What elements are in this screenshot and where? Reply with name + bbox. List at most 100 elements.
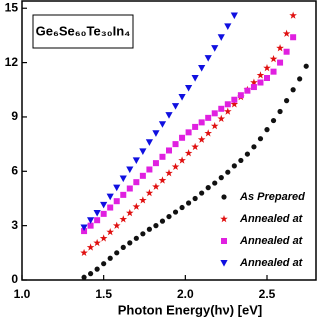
marker-point — [153, 223, 159, 229]
y-tick-label: 12 — [5, 55, 19, 69]
marker-point — [185, 129, 192, 136]
marker-point — [172, 141, 179, 148]
marker-point — [204, 55, 212, 62]
marker-point — [126, 208, 134, 217]
marker-point — [257, 79, 264, 86]
marker-point — [120, 191, 127, 198]
marker-point — [264, 127, 270, 133]
marker-point — [94, 266, 100, 272]
y-tick-label: 9 — [11, 109, 18, 123]
marker-point — [283, 48, 290, 55]
marker-point — [126, 166, 134, 174]
marker-point — [237, 92, 244, 99]
marker-point — [198, 65, 206, 72]
marker-point — [119, 175, 127, 183]
marker-point — [270, 68, 277, 75]
marker-point — [251, 144, 257, 150]
marker-point — [145, 139, 153, 146]
marker-point — [93, 238, 101, 247]
marker-point — [297, 76, 303, 82]
marker-point — [257, 136, 264, 142]
marker-point — [250, 78, 258, 86]
marker-point — [172, 209, 179, 215]
marker-point — [106, 193, 114, 201]
marker-point — [250, 84, 257, 91]
y-tick-label: 6 — [11, 163, 18, 177]
marker-point — [217, 34, 225, 41]
x-tick-label: 1.0 — [14, 287, 31, 301]
x-tick-label: 2.5 — [259, 287, 276, 301]
marker-point — [199, 190, 205, 196]
marker-point — [86, 243, 95, 251]
marker-point — [114, 250, 120, 256]
marker-point — [87, 222, 94, 229]
marker-point — [256, 71, 265, 79]
marker-point — [99, 234, 108, 242]
marker-point — [178, 94, 186, 101]
y-tick-label: 0 — [11, 272, 18, 286]
marker-point — [210, 122, 219, 130]
marker-point — [179, 134, 186, 141]
marker-point — [238, 157, 244, 164]
marker-point — [205, 185, 211, 191]
marker-point — [224, 107, 232, 115]
marker-point — [269, 54, 278, 63]
marker-point — [159, 153, 166, 160]
marker-point — [152, 182, 160, 190]
marker-point — [230, 12, 238, 20]
chart-title: Ge₆Se₆₀Te₃₀In₄ — [36, 23, 131, 38]
marker-point — [100, 201, 108, 209]
marker-point — [132, 157, 140, 165]
marker-point — [146, 166, 153, 173]
marker-point — [107, 255, 113, 261]
marker-point — [139, 172, 146, 179]
marker-point — [290, 34, 297, 41]
marker-point — [211, 45, 219, 52]
marker-point — [132, 202, 141, 210]
marker-point — [224, 101, 231, 108]
marker-point — [133, 179, 140, 186]
marker-point — [212, 180, 218, 186]
marker-point — [270, 117, 277, 124]
marker-point — [166, 213, 172, 220]
marker-point — [224, 23, 232, 30]
marker-point — [303, 63, 309, 69]
marker-point — [87, 217, 95, 224]
marker-point — [80, 248, 88, 257]
marker-point — [81, 274, 87, 280]
legend-marker — [221, 238, 227, 244]
marker-point — [80, 224, 88, 232]
marker-point — [171, 162, 180, 171]
marker-point — [277, 108, 283, 115]
marker-point — [159, 218, 166, 224]
marker-point — [139, 148, 147, 155]
marker-point — [93, 209, 101, 217]
marker-point — [126, 185, 133, 192]
legend-label: Annealed at — [239, 235, 304, 247]
marker-point — [191, 74, 199, 82]
marker-point — [205, 114, 212, 121]
marker-point — [198, 119, 205, 126]
marker-point — [152, 160, 159, 167]
marker-point — [204, 129, 212, 137]
marker-point — [264, 74, 270, 81]
marker-point — [100, 210, 107, 217]
marker-point — [276, 44, 284, 52]
marker-point — [184, 149, 193, 157]
marker-point — [289, 11, 297, 19]
marker-point — [225, 169, 231, 175]
marker-point — [277, 59, 284, 66]
x-tick-label: 2.0 — [177, 287, 194, 301]
marker-point — [152, 130, 160, 137]
marker-point — [81, 228, 88, 235]
marker-point — [107, 204, 114, 211]
marker-point — [139, 196, 147, 204]
marker-point — [179, 204, 185, 211]
marker-point — [146, 226, 152, 232]
marker-point — [191, 142, 199, 151]
marker-point — [106, 227, 114, 236]
marker-point — [197, 135, 206, 143]
marker-point — [158, 176, 167, 184]
marker-point — [192, 195, 198, 202]
